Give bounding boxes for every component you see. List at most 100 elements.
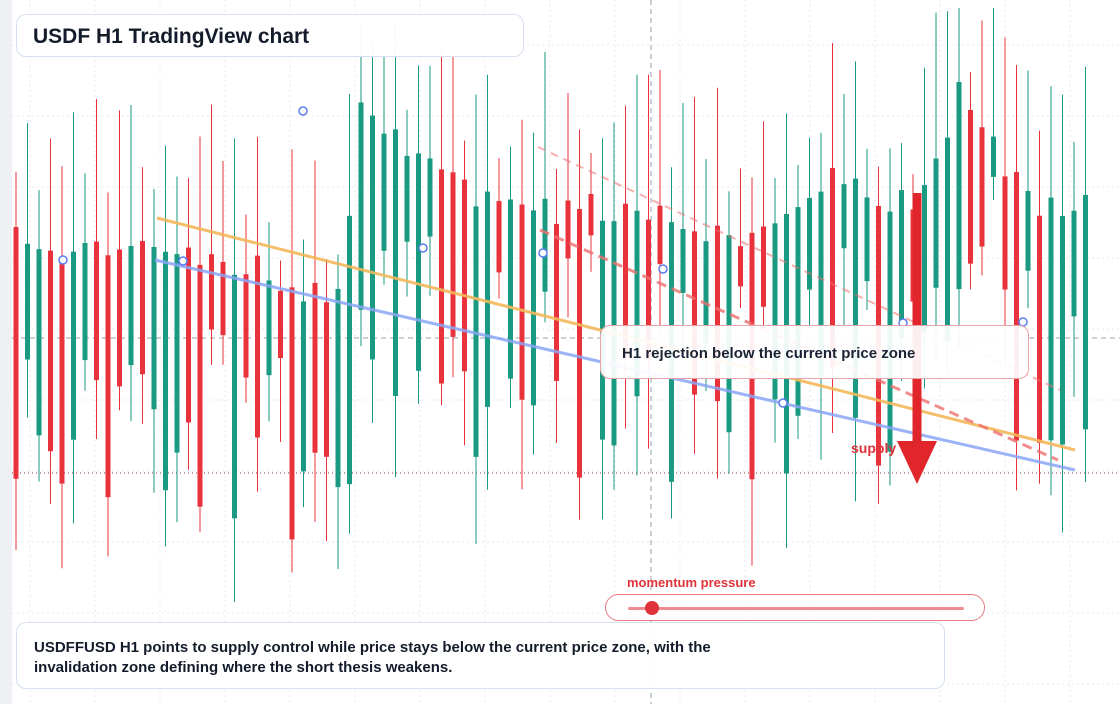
candle-body (1002, 176, 1008, 290)
candle-body (772, 223, 778, 400)
candle-body (945, 137, 950, 342)
anchor-point (298, 106, 308, 116)
candle-body (657, 205, 663, 264)
candle-body (818, 191, 824, 377)
candle-body (1037, 215, 1042, 443)
anchor-point (178, 256, 188, 266)
candle-body (473, 206, 479, 457)
candle-body (1048, 197, 1054, 441)
candle-body (197, 264, 203, 507)
channel-line-lower (539, 228, 1059, 462)
candle-body (393, 129, 398, 397)
candle-body (933, 158, 939, 288)
anchor-point (418, 243, 428, 253)
candle-body (830, 168, 835, 367)
momentum-label: momentum pressure (627, 575, 756, 590)
chart-left-edge (0, 0, 12, 704)
candle-body (761, 226, 766, 307)
candle-body (922, 185, 927, 333)
candle-body (485, 191, 490, 407)
candle-body (715, 225, 720, 402)
candle-body (1014, 172, 1019, 441)
candle-body (243, 274, 249, 378)
momentum-slider[interactable] (605, 594, 985, 621)
candle-body (151, 246, 157, 410)
candle-body (623, 203, 628, 359)
candle-body (312, 282, 318, 453)
candle-body (255, 255, 260, 438)
candle-body (13, 227, 19, 479)
anchor-point (778, 398, 788, 408)
supply-label: supply (851, 440, 897, 456)
anchor-point (58, 255, 68, 265)
candle-body (404, 155, 410, 242)
candle-body (427, 158, 433, 237)
candle-body (82, 242, 88, 361)
candle-body (853, 178, 858, 418)
candle-body (462, 179, 467, 372)
candle-body (117, 249, 122, 387)
candle-body (519, 204, 525, 400)
candle-body (899, 190, 904, 339)
candle-body (565, 200, 571, 259)
candle-body (358, 102, 364, 310)
candle-body (439, 169, 444, 384)
candle-body (370, 115, 375, 360)
candle-body (991, 136, 996, 177)
candle-body (186, 247, 191, 423)
rejection-callout: H1 rejection below the current price zon… (600, 325, 1029, 379)
candle-body (577, 209, 582, 478)
candle-body (59, 257, 65, 484)
anchor-point (658, 264, 668, 274)
candle-body (278, 290, 283, 359)
title-panel: USDF H1 TradingView chart (16, 14, 524, 57)
candle-body (163, 251, 168, 491)
candle-body (864, 197, 870, 282)
candle-body (266, 280, 272, 376)
candle-body (956, 81, 962, 290)
candle-body (554, 223, 559, 381)
candle-body (542, 198, 548, 292)
candle-body (703, 241, 709, 344)
supply-arrow-head (897, 441, 937, 484)
candle-body (531, 210, 536, 406)
candle-body (324, 302, 329, 457)
candle-body (795, 207, 801, 416)
candle-body (105, 255, 111, 498)
candle-body (450, 172, 456, 337)
candle-body (1060, 216, 1065, 445)
candle-body (588, 193, 594, 236)
candle-body (508, 199, 513, 379)
anchor-point (538, 248, 548, 258)
candle-body (968, 109, 973, 264)
candle-body (1025, 190, 1031, 271)
candle-body (48, 250, 53, 452)
candle-body (496, 201, 502, 273)
candle-body (25, 243, 30, 360)
rejection-callout-text: H1 rejection below the current price zon… (622, 345, 916, 362)
candle-body (1071, 210, 1077, 317)
candle-body (979, 127, 985, 247)
chart-title: USDF H1 TradingView chart (33, 25, 310, 48)
candle-body (680, 228, 686, 293)
candle-body (209, 254, 214, 330)
candle-body (174, 254, 180, 453)
candle-body (220, 261, 226, 336)
momentum-knob[interactable] (644, 601, 659, 615)
candle-body (807, 197, 812, 290)
candle-body (416, 153, 421, 371)
candle-body (692, 231, 697, 395)
candle-body (128, 245, 134, 366)
candle-body (381, 133, 387, 251)
candle-body (335, 288, 341, 488)
candle-body (140, 240, 145, 375)
candle-body (347, 215, 352, 485)
candle-body (738, 246, 743, 287)
candle-body (94, 241, 99, 381)
candle-body (646, 219, 651, 361)
candle-body (1083, 194, 1088, 430)
candle-body (71, 251, 76, 440)
momentum-track (628, 607, 964, 610)
candle-body (232, 274, 237, 519)
